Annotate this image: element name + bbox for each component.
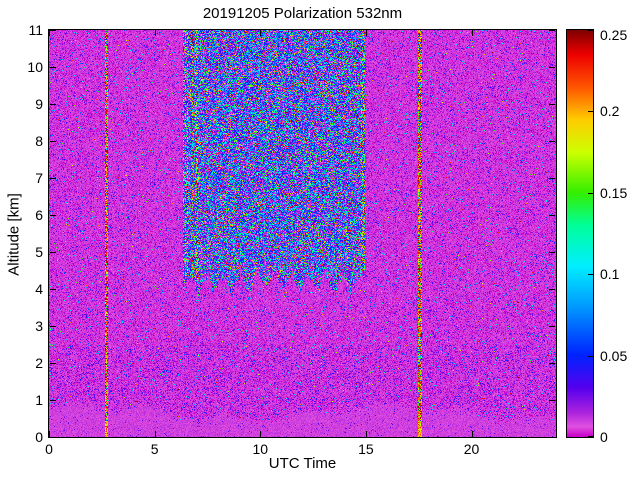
colorbar-tick-label: 0 <box>600 429 608 445</box>
colorbar-tick-label: 0.15 <box>600 184 628 201</box>
y-tick-mark <box>549 400 555 401</box>
y-tick-mark <box>50 104 56 105</box>
x-tick-mark <box>471 431 473 437</box>
y-tick-mark <box>549 363 555 364</box>
y-tick-label: 6 <box>35 207 43 223</box>
x-tick-label: 0 <box>45 441 53 457</box>
x-tick-mark <box>365 431 367 437</box>
heatmap-canvas <box>49 30 556 437</box>
x-tick-label: 5 <box>150 441 159 457</box>
y-tick-mark <box>50 326 56 327</box>
y-tick-mark <box>50 178 56 179</box>
y-tick-label: 11 <box>28 22 43 38</box>
x-tick-mark <box>49 30 50 36</box>
colorbar-frame <box>566 29 594 438</box>
colorbar-tick-label: 0.05 <box>600 347 628 364</box>
y-tick-label: 3 <box>35 318 43 334</box>
y-tick-mark <box>549 289 555 290</box>
y-tick-mark <box>50 289 56 290</box>
chart-title: 20191205 Polarization 532nm <box>202 5 403 22</box>
colorbar-tick-mark <box>588 355 593 357</box>
colorbar-tick-mark <box>588 274 593 276</box>
x-tick-mark <box>154 431 156 437</box>
x-tick-label: 15 <box>358 441 374 457</box>
x-tick-label: 20 <box>463 441 480 457</box>
x-tick-mark <box>260 431 262 437</box>
y-tick-mark <box>549 67 555 68</box>
y-tick-mark <box>50 30 56 31</box>
y-tick-mark <box>549 178 555 179</box>
y-tick-mark <box>50 67 56 68</box>
y-tick-label: 2 <box>35 355 43 371</box>
y-tick-mark <box>549 437 555 438</box>
y-tick-label: 1 <box>35 392 43 408</box>
y-tick-label: 7 <box>35 170 43 186</box>
x-axis-label: UTC Time <box>268 455 337 472</box>
y-tick-mark <box>50 437 56 438</box>
y-tick-label: 0 <box>35 429 43 445</box>
y-tick-label: 10 <box>27 59 43 75</box>
colorbar-tick-mark <box>588 436 593 437</box>
x-tick-mark <box>471 30 473 36</box>
y-tick-mark <box>549 326 555 327</box>
y-tick-mark <box>50 363 56 364</box>
colorbar-tick-label: 0.1 <box>600 266 620 283</box>
y-tick-label: 9 <box>35 96 43 112</box>
y-tick-mark <box>50 141 56 142</box>
y-tick-mark <box>549 30 555 31</box>
x-tick-label: 10 <box>252 441 269 457</box>
x-tick-mark <box>154 30 156 36</box>
y-tick-mark <box>549 252 555 253</box>
y-tick-label: 5 <box>35 244 43 260</box>
y-tick-mark <box>549 141 555 142</box>
colorbar-tick-label: 0.25 <box>600 27 628 43</box>
colorbar-tick-label: 0.2 <box>600 103 620 120</box>
y-tick-mark <box>549 215 555 216</box>
colorbar-tick-mark <box>588 192 593 194</box>
y-tick-mark <box>50 215 56 216</box>
colorbar-canvas <box>567 30 593 437</box>
y-tick-label: 8 <box>35 133 43 149</box>
y-tick-mark <box>50 252 56 253</box>
colorbar-tick-mark <box>588 111 593 113</box>
x-tick-mark <box>49 431 50 437</box>
colorbar-tick-mark <box>588 30 593 31</box>
y-tick-mark <box>50 400 56 401</box>
y-tick-mark <box>549 104 555 105</box>
y-tick-label: 4 <box>35 281 43 297</box>
x-tick-mark <box>365 30 367 36</box>
x-tick-mark <box>260 30 262 36</box>
plot-frame <box>48 29 557 438</box>
